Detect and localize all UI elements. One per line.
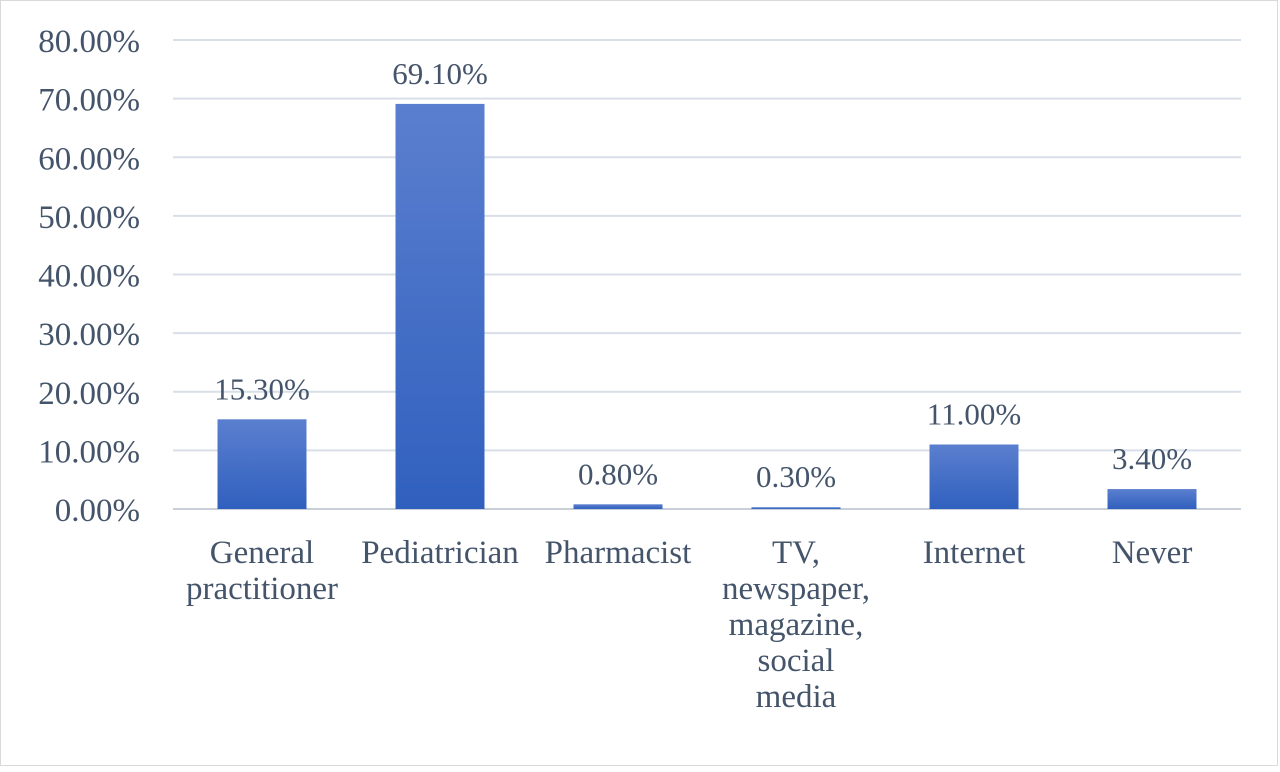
bar — [929, 444, 1019, 509]
bar — [395, 103, 485, 510]
category-label-line: TV, — [772, 535, 820, 571]
bar — [751, 507, 841, 509]
gridlines — [173, 39, 1241, 510]
y-tick-label: 30.00% — [38, 317, 140, 353]
category-label-line: social — [758, 643, 835, 679]
bars — [217, 103, 1197, 510]
category-label: Never — [1112, 535, 1193, 571]
category-label-line: magazine, — [729, 607, 864, 643]
category-label-line: Pharmacist — [545, 535, 692, 571]
y-tick-label: 60.00% — [38, 141, 140, 177]
category-label-line: Never — [1112, 535, 1193, 571]
y-tick-label: 80.00% — [38, 24, 140, 60]
y-tick-label: 0.00% — [55, 493, 140, 529]
category-label-line: newspaper, — [722, 571, 870, 607]
y-tick-label: 70.00% — [38, 83, 140, 119]
data-label: 0.30% — [756, 459, 836, 494]
bar — [1107, 489, 1197, 509]
category-label-line: Pediatrician — [361, 535, 519, 571]
y-tick-label: 10.00% — [38, 434, 140, 470]
data-label: 15.30% — [214, 371, 310, 406]
data-label: 11.00% — [927, 397, 1021, 432]
category-label: Pediatrician — [361, 535, 519, 571]
y-tick-label: 20.00% — [38, 376, 140, 412]
data-label: 0.80% — [578, 456, 658, 491]
bar — [573, 504, 663, 509]
category-label-line: practitioner — [186, 571, 338, 607]
y-tick-label: 50.00% — [38, 200, 140, 236]
bar — [217, 419, 307, 509]
category-label: Pharmacist — [545, 535, 692, 571]
data-label: 3.40% — [1112, 441, 1192, 476]
y-axis-ticks: 0.00% 10.00% 20.00% 30.00% 40.00% 50.00% 60.00… — [38, 24, 140, 529]
category-label-line: Internet — [923, 535, 1026, 571]
y-tick-label: 40.00% — [38, 259, 140, 295]
category-label-line: media — [756, 679, 837, 715]
category-label-line: General — [210, 535, 314, 571]
data-labels: 15.30% 69.10% 0.80% 0.30% 11.00% 3.40% — [214, 56, 1192, 494]
category-label: Internet — [923, 535, 1026, 571]
data-label: 69.10% — [392, 56, 488, 91]
